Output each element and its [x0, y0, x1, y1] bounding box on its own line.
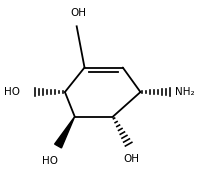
Text: OH: OH	[71, 9, 87, 19]
Text: NH₂: NH₂	[175, 87, 194, 97]
Text: HO: HO	[4, 87, 20, 97]
Polygon shape	[55, 117, 75, 148]
Text: OH: OH	[124, 154, 140, 164]
Text: HO: HO	[42, 156, 58, 166]
